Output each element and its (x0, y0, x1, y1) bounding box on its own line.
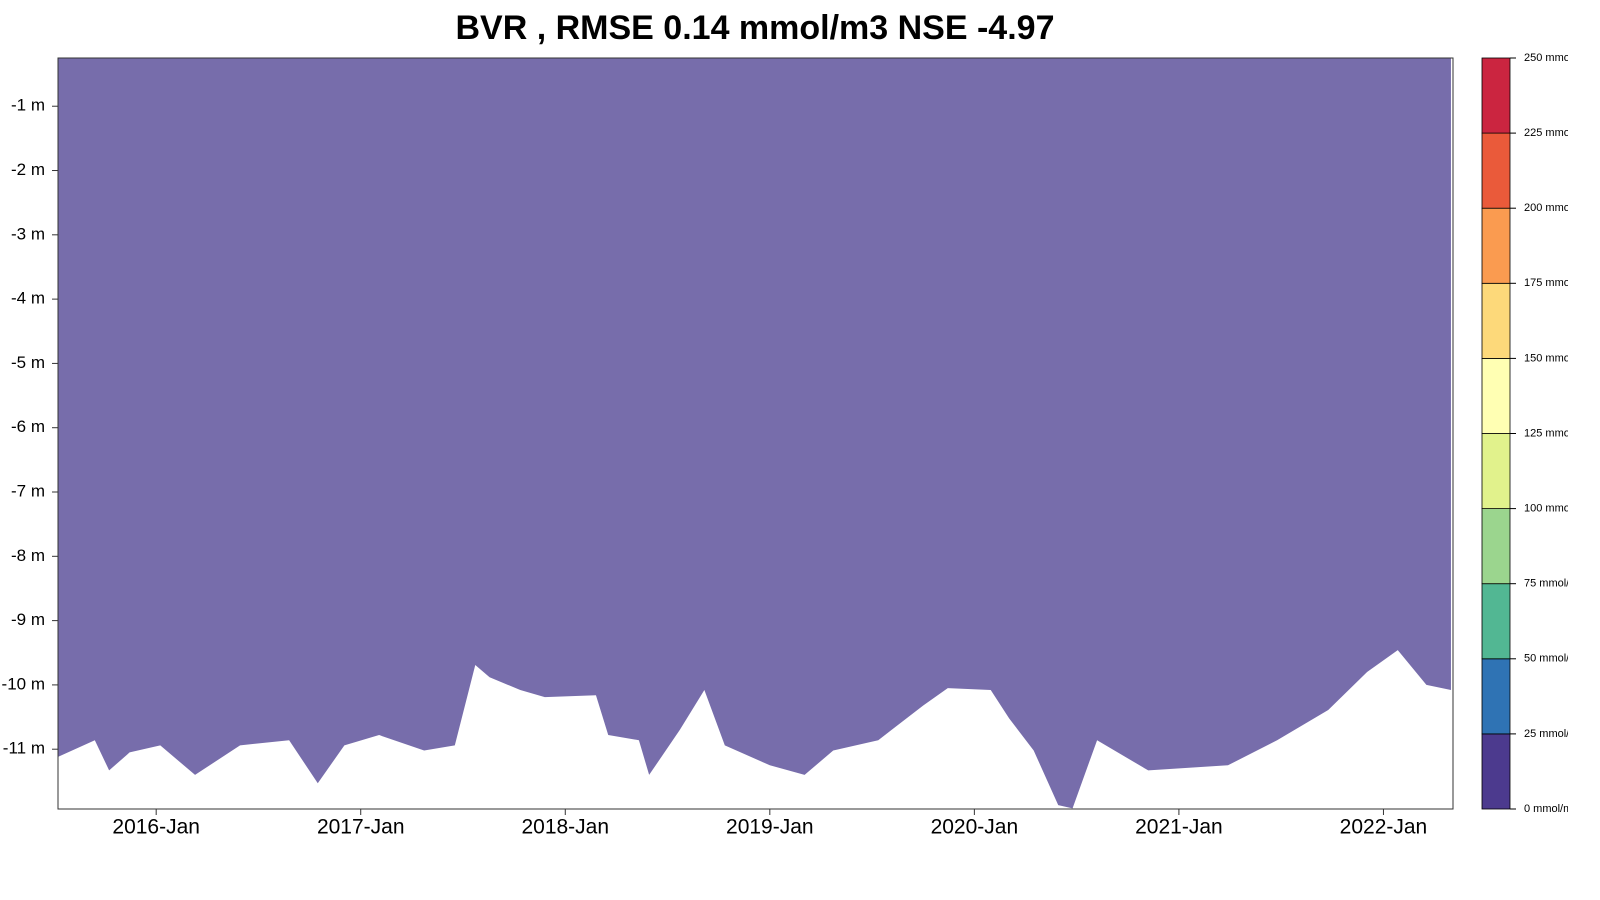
x-tick-label: 2019-Jan (726, 816, 814, 839)
x-tick-label: 2021-Jan (1135, 816, 1223, 839)
y-tick-label: -11 m (3, 739, 45, 758)
colorbar-label: 75 mmol/m3 (1524, 578, 1568, 590)
depth-area (58, 58, 1451, 809)
x-tick-label: 2016-Jan (112, 816, 200, 839)
y-tick-label: -10 m (2, 674, 45, 693)
y-tick-label: -5 m (11, 353, 45, 372)
colorbar-label: 200 mmol/m3 (1524, 202, 1568, 214)
colorbar-bin (1481, 132, 1511, 209)
colorbar-bin (1481, 658, 1511, 735)
chart-title: BVR , RMSE 0.14 mmol/m3 NSE -4.97 (456, 9, 1055, 47)
colorbar-bin (1481, 508, 1511, 585)
x-tick-label: 2020-Jan (931, 816, 1019, 839)
y-tick-label: -9 m (11, 610, 45, 629)
x-tick-label: 2018-Jan (521, 816, 609, 839)
colorbar-label: 125 mmol/m3 (1524, 427, 1568, 439)
colorbar-label: 225 mmol/m3 (1524, 127, 1568, 139)
y-tick-label: -3 m (11, 224, 45, 243)
y-tick-label: -4 m (11, 289, 45, 308)
colorbar-bin (1481, 57, 1511, 134)
colorbar-bin (1481, 357, 1511, 434)
colorbar-bin (1481, 282, 1511, 359)
y-tick-label: -8 m (11, 546, 45, 565)
plot-frame (57, 57, 1454, 810)
colorbar-label: 175 mmol/m3 (1524, 277, 1568, 289)
y-tick-label: -2 m (11, 160, 45, 179)
colorbar-label: 150 mmol/m3 (1524, 352, 1568, 364)
colorbar-label: 50 mmol/m3 (1524, 653, 1568, 665)
colorbar-label: 0 mmol/m3 (1524, 803, 1568, 815)
colorbar-bin (1481, 433, 1511, 509)
x-tick-label: 2017-Jan (317, 816, 405, 839)
x-tick-label: 2022-Jan (1340, 816, 1428, 839)
colorbar-bin (1481, 207, 1511, 284)
colorbar-bin (1481, 583, 1511, 660)
y-tick-label: -7 m (11, 481, 45, 500)
colorbar-bin (1481, 733, 1511, 810)
colorbar-label: 25 mmol/m3 (1524, 728, 1568, 740)
y-tick-label: -1 m (11, 96, 45, 115)
colorbar-label: 250 mmol/m3 (1524, 52, 1568, 64)
colorbar-label: 100 mmol/m3 (1524, 503, 1568, 515)
y-tick-label: -6 m (11, 417, 45, 436)
